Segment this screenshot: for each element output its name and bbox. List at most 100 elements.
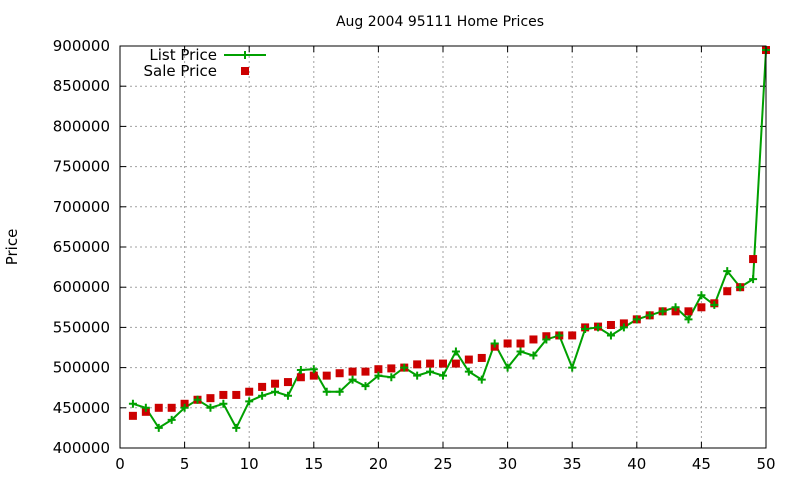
list-price-point	[555, 331, 564, 340]
sale-price-point	[154, 403, 163, 412]
list-price-point	[632, 315, 641, 324]
y-tick-label: 750000	[53, 158, 110, 176]
sale-price-point	[322, 371, 331, 380]
sale-price-point	[335, 369, 344, 378]
y-tick-labels: 400000 450000 500000 550000 600000 650000 7000…	[53, 37, 110, 457]
legend-marker-sale-price	[241, 67, 249, 75]
x-tick-label: 5	[180, 455, 190, 473]
list-price-point	[128, 399, 137, 408]
list-price-point	[710, 300, 719, 309]
list-price-point	[180, 403, 189, 412]
list-price-point	[374, 371, 383, 380]
chart-title: Aug 2004 95111 Home Prices	[336, 14, 544, 30]
sale-price-point	[374, 365, 383, 374]
sale-price-point	[684, 307, 693, 316]
y-tick-label: 500000	[53, 359, 110, 377]
sale-price-point	[529, 335, 538, 344]
list-price-point	[426, 367, 435, 376]
list-price-point	[296, 366, 305, 375]
x-tick-labels: 0 5 10 15 20 25 30 35 40 45 50	[115, 455, 775, 473]
x-tick-label: 0	[115, 455, 125, 473]
sale-price-point	[180, 399, 189, 408]
y-tick-label: 650000	[53, 238, 110, 256]
list-price-point	[645, 311, 654, 320]
list-price-point	[167, 415, 176, 424]
y-axis-label: Price	[3, 229, 21, 266]
list-price-point	[439, 371, 447, 380]
sale-price-point	[568, 331, 577, 340]
y-tick-label: 400000	[53, 439, 110, 457]
list-price-point	[387, 373, 396, 382]
sale-price-point	[516, 339, 525, 348]
sale-price-point	[619, 319, 628, 328]
sale-price-point	[283, 378, 292, 387]
x-tick-label: 30	[498, 455, 517, 473]
legend-marker-list-price	[241, 51, 249, 59]
sale-price-point	[141, 407, 150, 416]
list-price-point	[154, 423, 163, 432]
list-price-point	[271, 387, 280, 396]
list-price-point	[206, 403, 215, 412]
sale-price-point	[387, 364, 396, 373]
list-price-point	[658, 307, 667, 316]
y-tick-label: 450000	[53, 399, 110, 417]
y-tick-label: 800000	[53, 117, 110, 135]
sale-price-point	[439, 359, 447, 368]
list-price-point	[503, 363, 512, 372]
sale-price-point	[309, 371, 318, 380]
list-price-point	[258, 391, 267, 400]
list-price-line	[132, 49, 767, 431]
sale-price-point	[503, 339, 512, 348]
x-tick-label: 45	[692, 455, 711, 473]
list-price-point	[542, 335, 551, 344]
list-price-point	[568, 363, 577, 372]
y-tick-label: 600000	[53, 278, 110, 296]
sale-price-point	[426, 359, 435, 368]
list-price-point	[335, 387, 344, 396]
sale-price-point	[749, 255, 758, 264]
sale-price-point	[477, 353, 486, 362]
list-price-point	[736, 283, 745, 292]
list-price-point	[477, 375, 486, 384]
legend: List Price Sale Price	[144, 46, 266, 80]
list-price-point	[141, 403, 150, 412]
sale-price-point	[128, 411, 137, 420]
sale-price-point	[245, 387, 254, 396]
list-price-point	[464, 367, 473, 376]
list-price-point	[671, 303, 680, 312]
sale-price-point	[348, 367, 357, 376]
data-series	[128, 46, 770, 432]
list-price-point	[219, 399, 228, 408]
x-tick-label: 50	[756, 455, 775, 473]
list-price-point	[451, 347, 460, 356]
sale-price-point	[413, 360, 422, 369]
list-price-point	[529, 351, 538, 360]
sale-price-point	[167, 403, 176, 412]
x-tick-label: 40	[627, 455, 646, 473]
sale-price-point	[464, 355, 473, 364]
x-tick-label: 15	[304, 455, 323, 473]
list-price-point	[490, 339, 499, 348]
list-price-point	[413, 371, 422, 380]
x-tick-label: 10	[240, 455, 259, 473]
sale-price-point	[723, 287, 732, 296]
sale-price-point	[361, 367, 370, 376]
list-price-point	[193, 395, 202, 404]
sale-price-point	[232, 390, 241, 399]
sale-price-point	[258, 382, 267, 391]
sale-price-point	[606, 320, 615, 329]
x-tick-label: 25	[433, 455, 452, 473]
list-price-point	[697, 291, 706, 300]
list-price-point	[749, 275, 758, 284]
legend-label-sale-price: Sale Price	[144, 62, 217, 80]
list-price-point	[348, 375, 357, 384]
list-price-point	[245, 397, 254, 406]
sale-price-point	[206, 394, 215, 403]
sale-price-point	[296, 373, 305, 382]
legend-label-list-price: List Price	[149, 46, 217, 64]
list-price-point	[400, 363, 409, 372]
sale-price-point	[271, 379, 280, 388]
plot-frame	[119, 45, 767, 449]
list-price-point	[594, 323, 603, 332]
